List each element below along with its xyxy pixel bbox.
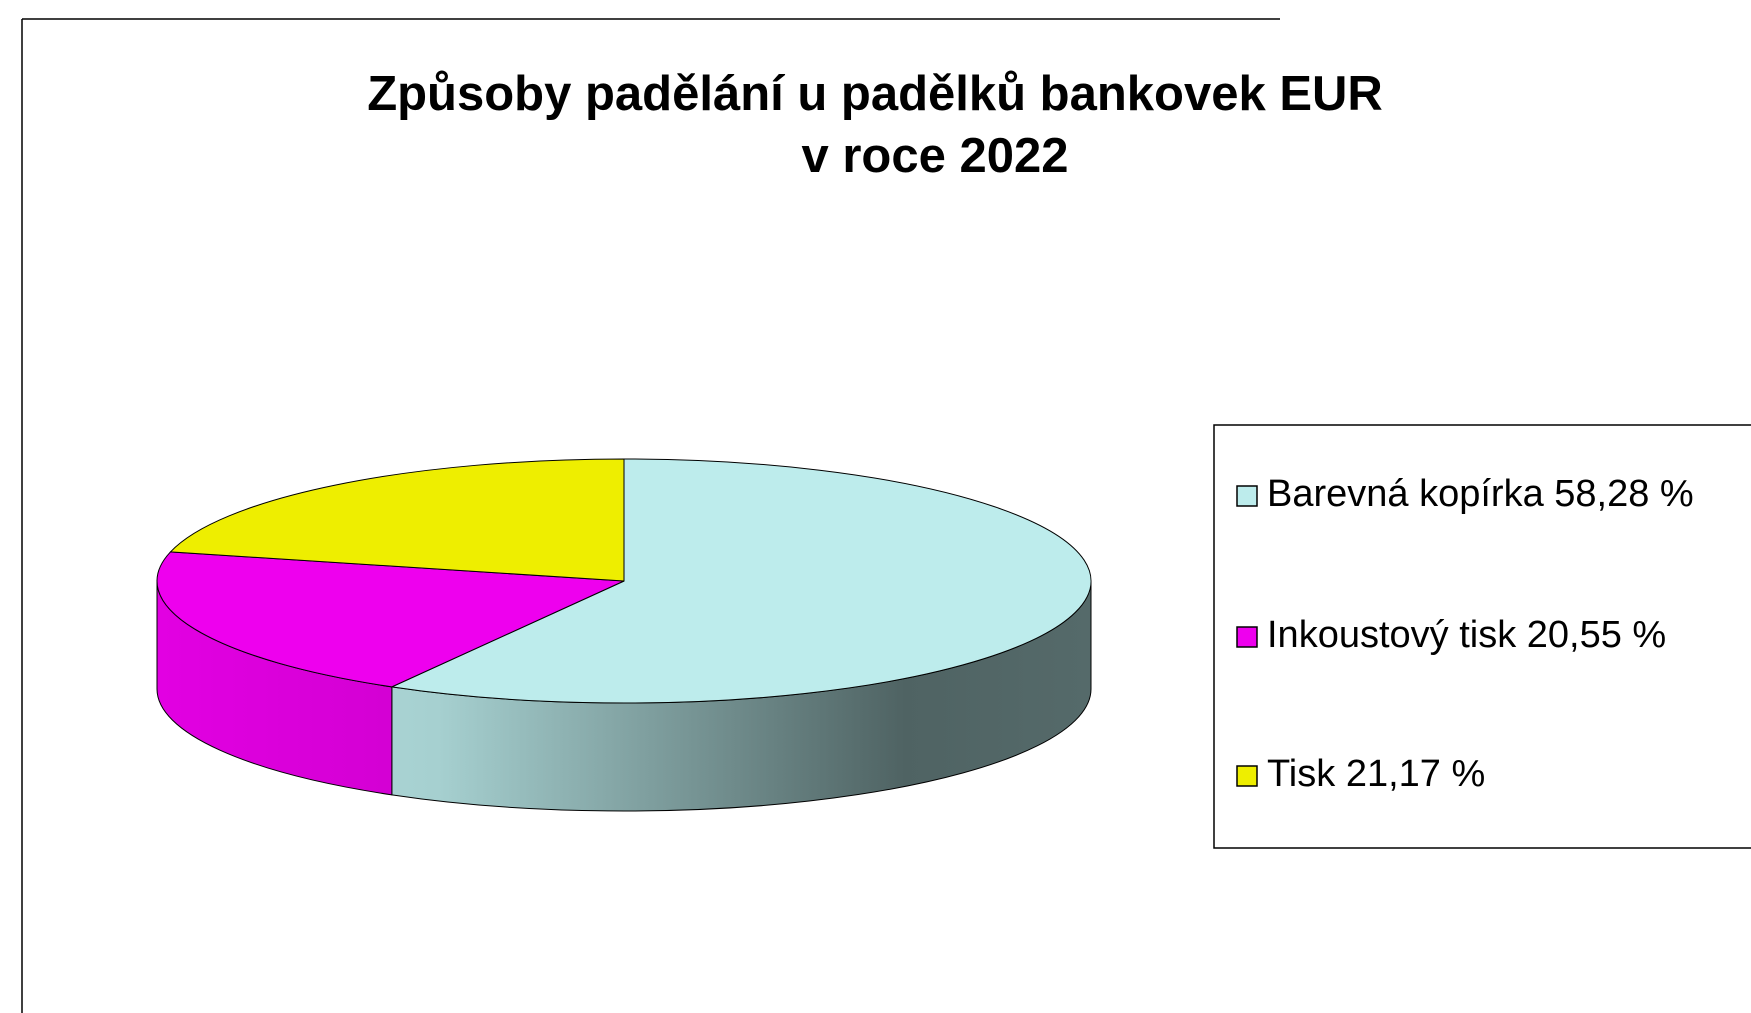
legend-label: Tisk (1267, 753, 1336, 795)
legend-entry: Tisk 21,17 % (1267, 753, 1485, 795)
chart-title: v roce 2022 (802, 129, 1069, 183)
pie-slice (390, 458, 1092, 704)
legend-label: Inkoustový tisk (1267, 614, 1517, 656)
legend-marker (1236, 485, 1258, 507)
legend-marker (1236, 765, 1258, 787)
legend-marker (1236, 626, 1258, 648)
legend-entry: Barevná kopírka 58,28 % (1267, 473, 1694, 515)
legend-entry: Inkoustový tisk 20,55 % (1267, 614, 1666, 656)
legend-value: 20,55 % (1527, 614, 1666, 656)
pie-slice (169, 458, 625, 582)
chart-title: Způsoby padělání u padělků bankovek EUR (367, 67, 1383, 121)
pie-slice (156, 551, 625, 688)
legend-label: Barevná kopírka (1267, 473, 1545, 515)
legend-box (1213, 424, 1751, 849)
legend-value: 58,28 % (1554, 473, 1693, 515)
legend-value: 21,17 % (1346, 753, 1485, 795)
